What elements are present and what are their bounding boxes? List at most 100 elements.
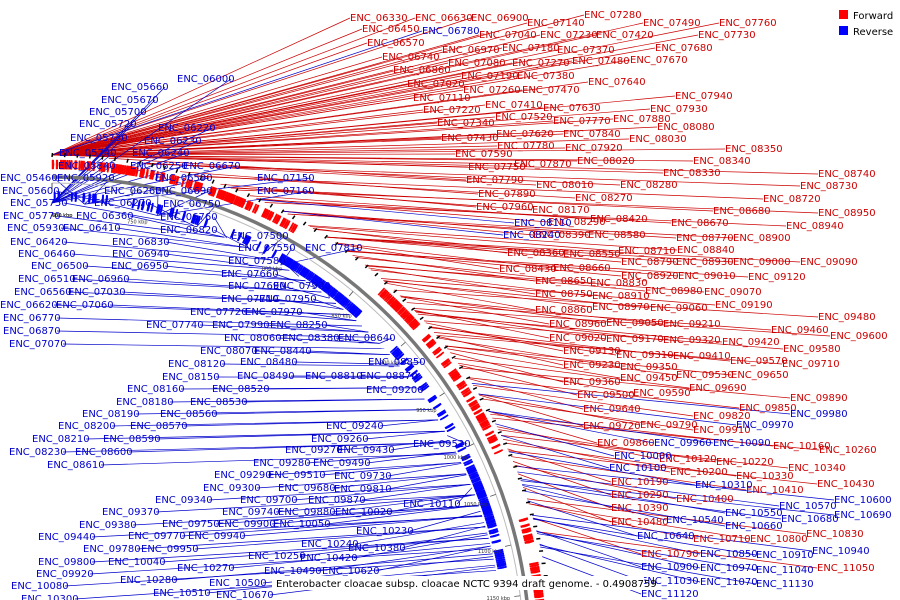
forward-gene-label: ENC_08020 bbox=[577, 156, 635, 167]
forward-gene-arrow bbox=[174, 175, 180, 186]
label-connector bbox=[512, 461, 612, 496]
forward-gene-label: ENC_08980 bbox=[645, 286, 703, 297]
feature-mark bbox=[334, 241, 339, 246]
label-connector bbox=[520, 480, 835, 516]
reverse-gene-arrow bbox=[486, 522, 497, 527]
reverse-gene-label: ENC_07900 bbox=[273, 281, 331, 292]
reverse-gene-arrow bbox=[485, 516, 495, 522]
tick-label: 1050 kbp bbox=[464, 502, 488, 508]
forward-gene-arrow bbox=[469, 401, 479, 408]
forward-gene-arrow bbox=[231, 194, 237, 205]
reverse-gene-arrow bbox=[390, 347, 400, 355]
reverse-gene-arrow bbox=[319, 280, 327, 290]
forward-gene-arrow bbox=[211, 187, 217, 197]
forward-gene-label: ENC_10430 bbox=[817, 479, 875, 490]
forward-gene-arrow bbox=[523, 537, 534, 542]
reverse-gene-arrow bbox=[137, 199, 141, 210]
forward-gene-arrow bbox=[145, 168, 149, 179]
reverse-gene-label: ENC_09280 bbox=[253, 458, 311, 469]
label-connector bbox=[181, 515, 482, 537]
forward-gene-arrow bbox=[471, 404, 481, 412]
forward-gene-arrow bbox=[447, 368, 457, 376]
label-connector bbox=[368, 267, 536, 295]
reverse-gene-label: ENC_06830 bbox=[112, 237, 170, 248]
reverse-gene-arrow bbox=[316, 278, 324, 288]
reverse-gene-label: ENC_06690 bbox=[155, 186, 213, 197]
forward-gene-arrow bbox=[78, 160, 81, 171]
reverse-gene-arrow bbox=[487, 524, 497, 529]
reverse-gene-label: ENC_07810 bbox=[305, 243, 363, 254]
label-connector bbox=[253, 350, 390, 356]
reverse-gene-label: ENC_09900 bbox=[218, 519, 276, 530]
reverse-gene-label: ENC_09880 bbox=[278, 507, 336, 518]
forward-gene-arrow bbox=[396, 306, 405, 315]
reverse-gene-label: ENC_09700 bbox=[240, 495, 298, 506]
forward-gene-label: ENC_07040 bbox=[479, 30, 537, 41]
label-connector bbox=[63, 241, 272, 261]
label-connector bbox=[243, 398, 425, 403]
label-connector bbox=[321, 462, 462, 476]
label-connector bbox=[51, 154, 694, 162]
forward-gene-arrow bbox=[488, 437, 499, 444]
forward-gene-label: ENC_07960 bbox=[476, 202, 534, 213]
genome-caption: Enterobacter cloacae subsp. cloacae NCTC… bbox=[276, 579, 657, 590]
forward-gene-arrow bbox=[380, 290, 389, 299]
reverse-gene-arrow bbox=[418, 381, 428, 389]
label-connector bbox=[414, 309, 550, 339]
tick-mark bbox=[439, 392, 445, 397]
reverse-gene-arrow bbox=[53, 191, 56, 202]
label-connector bbox=[364, 430, 445, 440]
label-connector bbox=[53, 177, 85, 205]
label-connector bbox=[71, 278, 322, 293]
label-connector bbox=[51, 47, 503, 156]
reverse-gene-label: ENC_09510 bbox=[268, 470, 326, 481]
reverse-gene-label: ENC_09200 bbox=[366, 385, 424, 396]
label-connector bbox=[161, 537, 489, 563]
reverse-gene-label: ENC_07030 bbox=[68, 287, 126, 298]
forward-gene-label: ENC_09860 bbox=[597, 438, 655, 449]
label-connector bbox=[121, 291, 336, 304]
reverse-gene-label: ENC_05700 bbox=[89, 107, 147, 118]
label-connector bbox=[478, 393, 641, 426]
reverse-gene-arrow bbox=[82, 192, 86, 203]
reverse-gene-arrow bbox=[470, 474, 480, 481]
forward-gene-arrow bbox=[452, 374, 462, 382]
reverse-gene-label: ENC_09950 bbox=[141, 544, 199, 555]
forward-gene-arrow bbox=[63, 159, 67, 170]
label-connector bbox=[141, 162, 537, 186]
forward-gene-label: ENC_09410 bbox=[673, 351, 731, 362]
reverse-gene-label: ENC_10050 bbox=[273, 519, 331, 530]
label-connector bbox=[109, 304, 350, 316]
forward-gene-label: ENC_08350 bbox=[725, 144, 783, 155]
forward-gene-arrow bbox=[132, 166, 137, 177]
label-connector bbox=[331, 473, 467, 489]
reverse-gene-label: ENC_09770 bbox=[128, 531, 186, 542]
reverse-gene-arrow bbox=[245, 235, 252, 246]
reverse-gene-label: ENC_10110 bbox=[403, 499, 461, 510]
forward-gene-label: ENC_10400 bbox=[676, 494, 734, 505]
feature-mark bbox=[354, 256, 359, 261]
forward-gene-arrow bbox=[399, 309, 408, 318]
reverse-gene-arrow bbox=[419, 383, 429, 391]
reverse-gene-label: ENC_06410 bbox=[63, 223, 121, 234]
forward-gene-arrow bbox=[383, 293, 392, 302]
reverse-gene-label: ENC_05920 bbox=[57, 173, 115, 184]
reverse-gene-label: ENC_10230 bbox=[356, 526, 414, 537]
forward-gene-arrow bbox=[534, 594, 544, 599]
label-connector bbox=[406, 302, 772, 331]
reverse-gene-label: ENC_08850 bbox=[368, 357, 426, 368]
forward-gene-label: ENC_07490 bbox=[643, 18, 701, 29]
reverse-gene-arrow bbox=[344, 300, 353, 310]
label-connector bbox=[354, 522, 485, 545]
forward-gene-label: ENC_10290 bbox=[611, 490, 669, 501]
label-connector bbox=[335, 337, 380, 344]
reverse-gene-arrow bbox=[483, 513, 494, 518]
reverse-gene-arrow bbox=[236, 231, 243, 242]
reverse-gene-label: ENC_05730 bbox=[70, 133, 128, 144]
feature-mark bbox=[258, 198, 262, 203]
label-connector bbox=[51, 28, 363, 156]
forward-gene-arrow bbox=[172, 175, 177, 185]
forward-gene-label: ENC_09210 bbox=[663, 319, 721, 330]
reverse-gene-arrow bbox=[432, 402, 442, 410]
forward-gene-label: ENC_09020 bbox=[549, 333, 607, 344]
